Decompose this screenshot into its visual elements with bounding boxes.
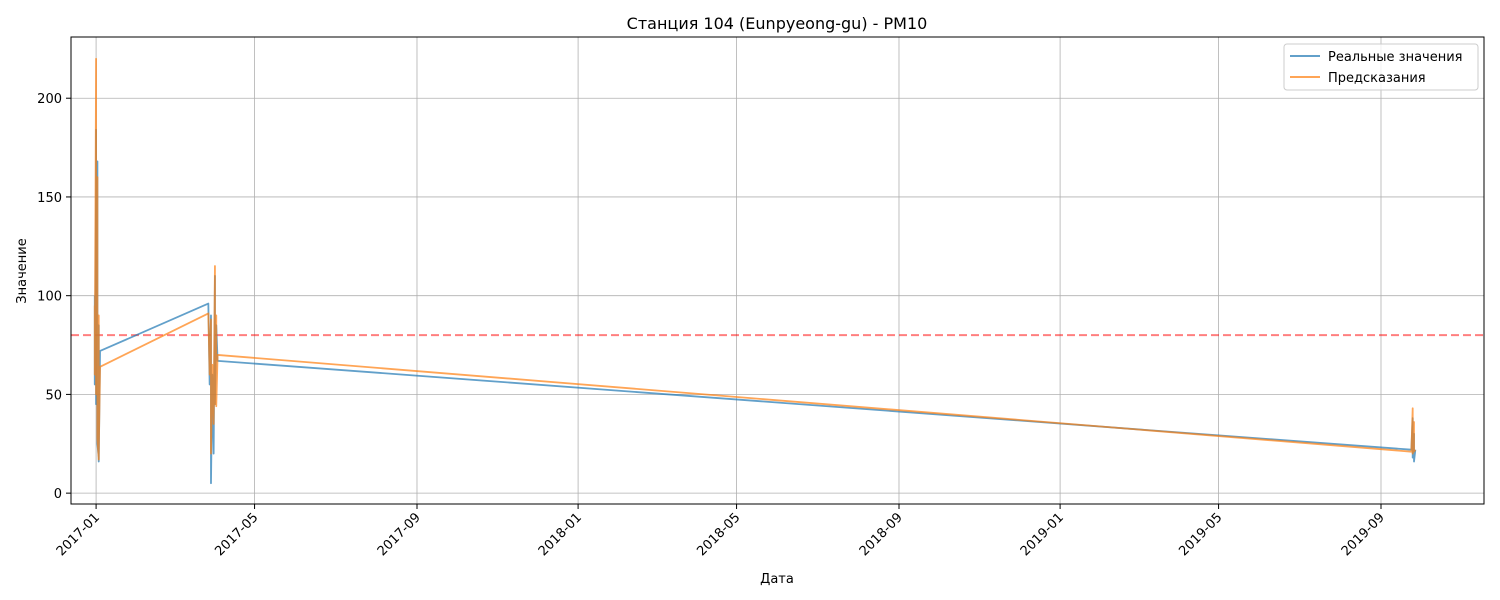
- x-axis-label: Дата: [760, 572, 794, 587]
- y-tick-label: 100: [37, 290, 62, 305]
- series-group: [93, 57, 1417, 485]
- y-tick-label: 0: [54, 487, 62, 502]
- legend-label-predicted: Предсказания: [1328, 71, 1426, 86]
- y-tick-label: 150: [37, 191, 62, 206]
- legend-label-real: Реальные значения: [1328, 50, 1463, 65]
- y-axis-label: Значение: [15, 238, 30, 303]
- y-tick-label: 200: [37, 92, 62, 107]
- series-line-1: [93, 57, 1417, 461]
- plot-frame: [70, 36, 1485, 505]
- chart-title: Станция 104 (Eunpyeong-gu) - PM10: [627, 14, 928, 33]
- grid: [71, 37, 1484, 504]
- y-tick-label: 50: [45, 388, 62, 403]
- legend-box: [1283, 43, 1479, 91]
- legend: Реальные значения Предсказания: [1283, 43, 1479, 91]
